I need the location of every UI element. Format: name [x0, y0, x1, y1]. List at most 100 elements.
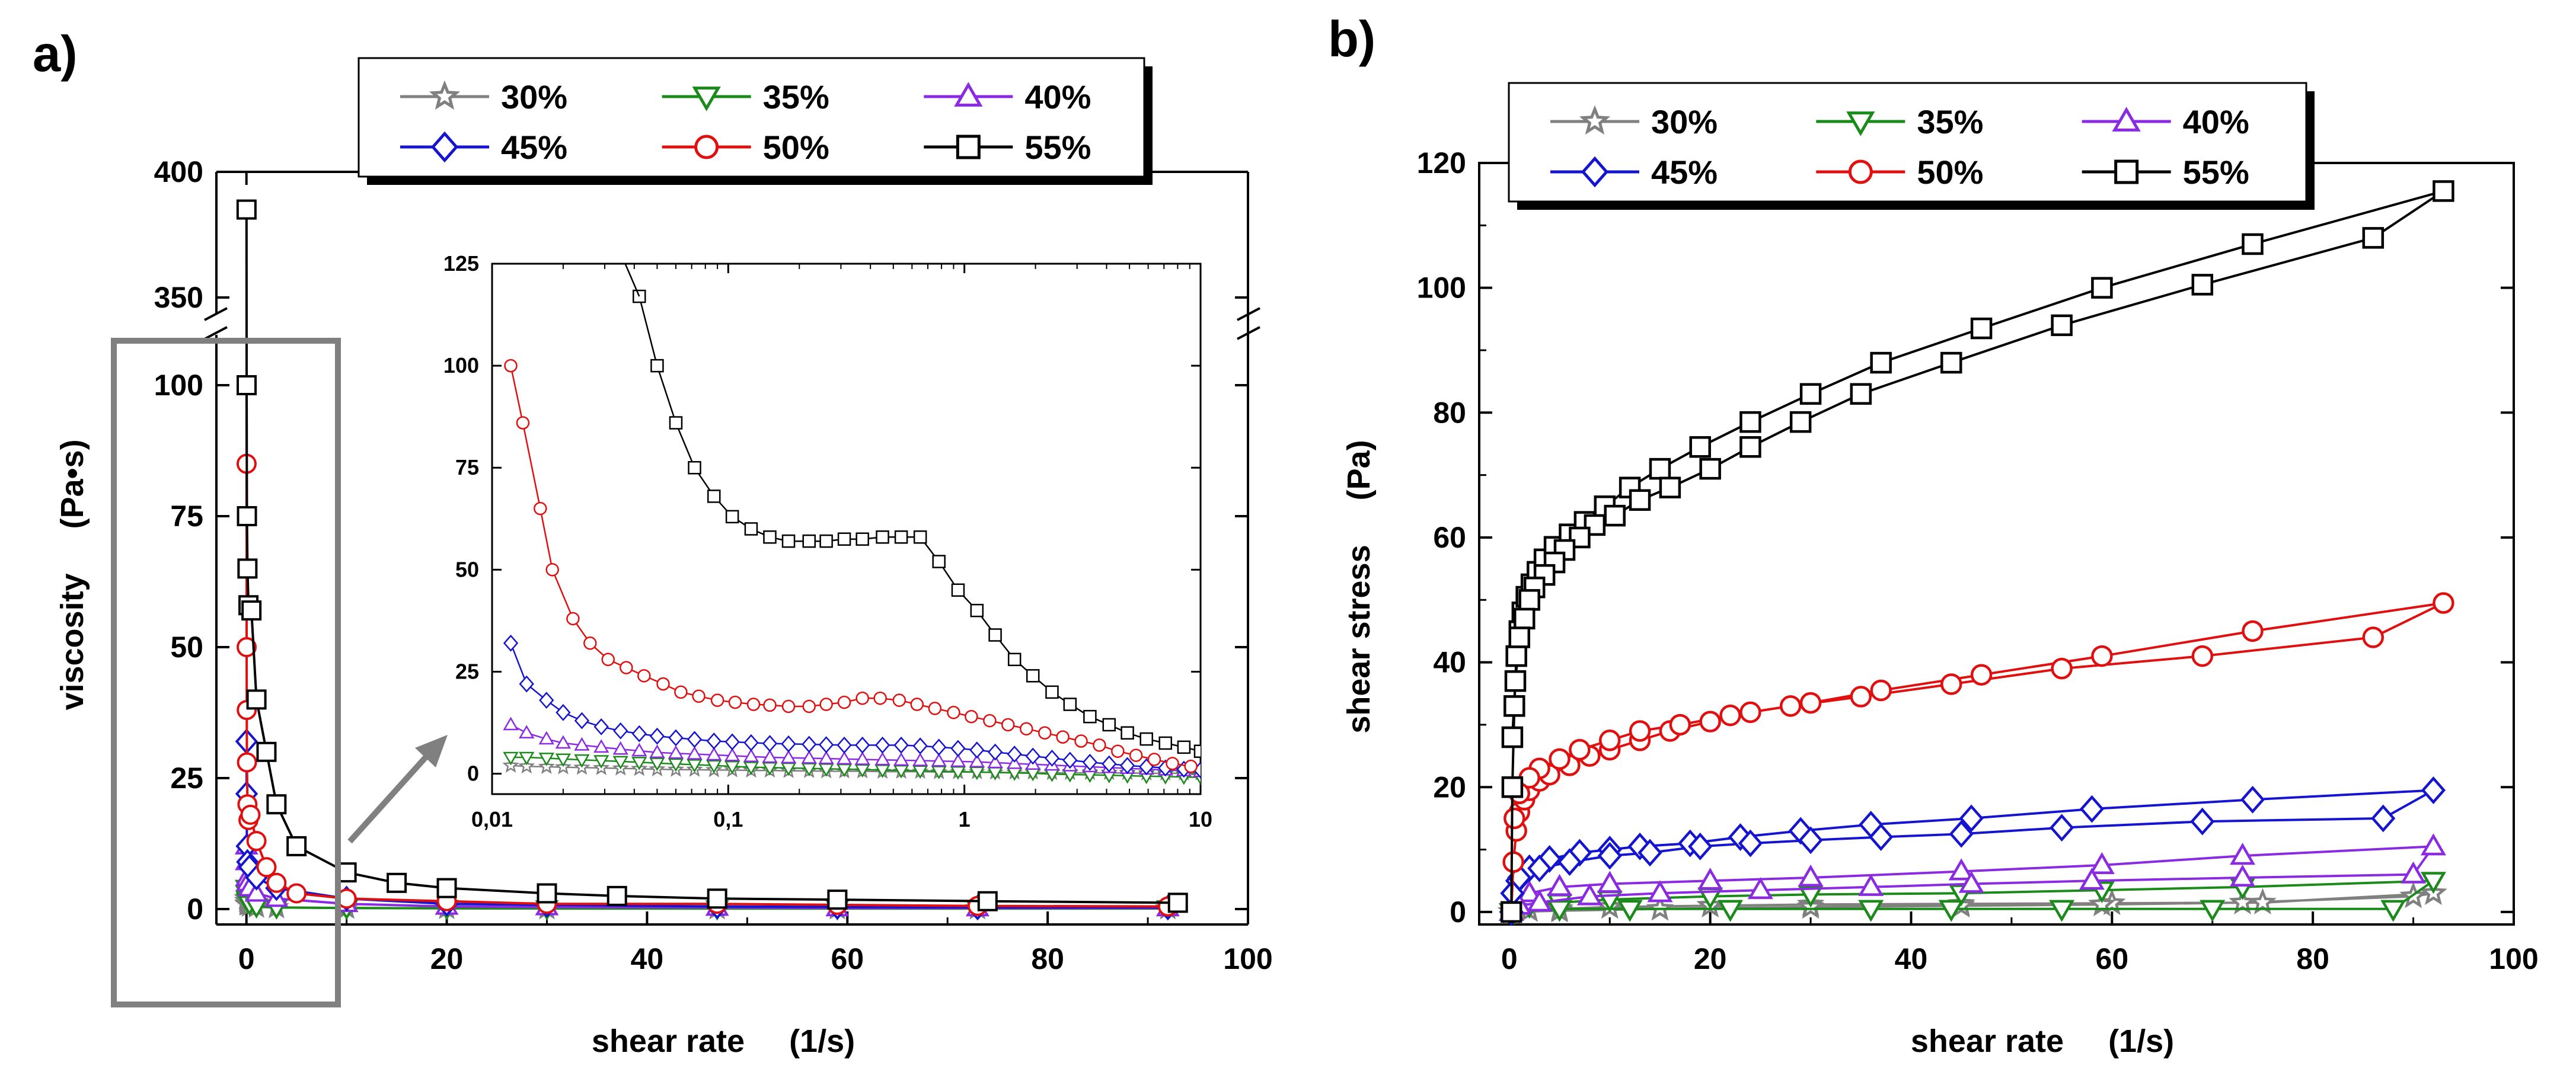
- inset-point-40%: [503, 716, 519, 731]
- b-legend-marker: [1846, 111, 1875, 136]
- zoom-region-box: [111, 338, 341, 1007]
- b-point-55%: [2191, 274, 2214, 296]
- legend-panel-a: 30% 35% 40% 45% 50% 55%: [357, 57, 1153, 185]
- b-point-35%: [1938, 900, 1964, 922]
- inset-point-45%: [1102, 755, 1117, 773]
- a-y-tick-label: 400: [154, 155, 203, 188]
- inset-point-45%: [950, 740, 966, 757]
- b-x-tick-label: 20: [1694, 942, 1727, 975]
- a-legend-box: [357, 57, 1145, 178]
- b-legend-label: 30%: [1651, 103, 1718, 140]
- inset-x-tick-label: 0,1: [713, 807, 743, 831]
- b-point-55%: [1799, 383, 1822, 405]
- inset-point-40%: [724, 747, 740, 762]
- inset-point-50%: [763, 698, 777, 712]
- b-point-40%: [2079, 868, 2105, 890]
- b-point-40%: [1858, 874, 1884, 896]
- a-legend-marker: [954, 82, 983, 107]
- b-point-50%: [1870, 679, 1892, 702]
- inset-point-55%: [932, 555, 946, 568]
- b-x-tick-label: 80: [2296, 942, 2329, 975]
- inset-point-45%: [893, 736, 909, 754]
- inset-point-55%: [819, 534, 833, 548]
- inset-point-40%: [593, 739, 609, 753]
- inset-point-55%: [725, 510, 739, 524]
- inset-point-40%: [687, 746, 703, 760]
- inset-point-45%: [649, 727, 665, 745]
- inset-point-55%: [894, 530, 908, 544]
- b-point-45%: [1798, 826, 1823, 855]
- inset-point-55%: [1193, 744, 1201, 758]
- inset-point-50%: [947, 706, 960, 719]
- b-legend-label: 45%: [1651, 153, 1718, 191]
- a-legend-marker: [692, 87, 721, 111]
- b-point-55%: [2242, 233, 2264, 255]
- b-x-tick-label: 40: [1895, 942, 1928, 975]
- inset-point-50%: [620, 661, 633, 674]
- inset-point-45%: [931, 738, 947, 756]
- b-point-55%: [1689, 436, 1711, 458]
- b-point-40%: [1958, 871, 1984, 893]
- b-point-45%: [1688, 832, 1713, 860]
- b-point-40%: [2401, 861, 2427, 884]
- b-point-35%: [1798, 885, 1824, 908]
- inset-point-50%: [1093, 738, 1106, 752]
- a-point-55%: [977, 891, 998, 911]
- inset-y-tick-label: 0: [467, 762, 479, 786]
- b-point-40%: [1597, 871, 1623, 893]
- b-legend-label: 35%: [1917, 103, 1983, 140]
- b-point-55%: [1518, 589, 1540, 611]
- b-point-45%: [1949, 820, 1974, 848]
- inset-point-55%: [1121, 726, 1134, 740]
- inset-point-50%: [1001, 718, 1015, 732]
- b-point-45%: [2240, 785, 2265, 814]
- inset-y-tick-label: 25: [455, 659, 479, 683]
- b-point-55%: [1659, 476, 1681, 498]
- b-legend-marker: [1579, 105, 1611, 135]
- a-legend-label: 55%: [1024, 129, 1091, 166]
- inset-point-40%: [818, 750, 834, 764]
- a-x-tick-label: 0: [238, 942, 255, 975]
- inset-point-45%: [874, 736, 890, 754]
- b-point-50%: [2433, 592, 2454, 614]
- a-point-55%: [827, 890, 848, 910]
- a-legend-marker: [956, 135, 981, 159]
- a-legend-label: 50%: [763, 129, 829, 166]
- a-point-50%: [266, 872, 287, 893]
- legend-panel-b: 30% 35% 40% 45% 50% 55%: [1508, 82, 2315, 210]
- inset-point-50%: [1056, 730, 1070, 744]
- b-point-50%: [1940, 673, 1962, 695]
- b-point-35%: [2380, 900, 2406, 922]
- b-point-50%: [1502, 851, 1524, 873]
- b-point-35%: [2420, 872, 2446, 894]
- b-point-30%: [2229, 888, 2256, 914]
- inset-point-40%: [762, 749, 778, 763]
- b-y-tick-label: 60: [1433, 521, 1466, 554]
- b-y-tick-label: 80: [1433, 396, 1466, 429]
- b-point-55%: [2091, 277, 2113, 299]
- b-point-55%: [1940, 351, 1962, 374]
- inset-point-45%: [539, 692, 554, 709]
- inset-point-35%: [706, 760, 722, 774]
- inset-point-45%: [969, 741, 985, 759]
- a-point-55%: [537, 883, 557, 904]
- inset-point-40%: [874, 751, 890, 766]
- b-legend-marker: [2114, 159, 2139, 184]
- b-point-55%: [1629, 489, 1651, 511]
- inset-point-35%: [538, 753, 554, 766]
- inset-point-45%: [503, 634, 519, 652]
- b-point-50%: [1569, 738, 1591, 761]
- a-point-50%: [246, 831, 267, 852]
- inset-series-line-55%-lead: [624, 264, 640, 297]
- b-point-40%: [1527, 890, 1553, 912]
- inset-point-45%: [1062, 751, 1078, 769]
- b-point-35%: [1617, 900, 1643, 922]
- shear-stress-chart: 0 20 40 60 80 100 0 20 40 60 80 100 120: [1417, 146, 2539, 975]
- inset-point-35%: [555, 753, 572, 767]
- inset-point-55%: [876, 530, 889, 544]
- zoom-arrow-head: [415, 735, 448, 767]
- inset-point-50%: [1038, 726, 1052, 740]
- b-point-50%: [1699, 711, 1721, 732]
- inset-point-40%: [893, 752, 909, 766]
